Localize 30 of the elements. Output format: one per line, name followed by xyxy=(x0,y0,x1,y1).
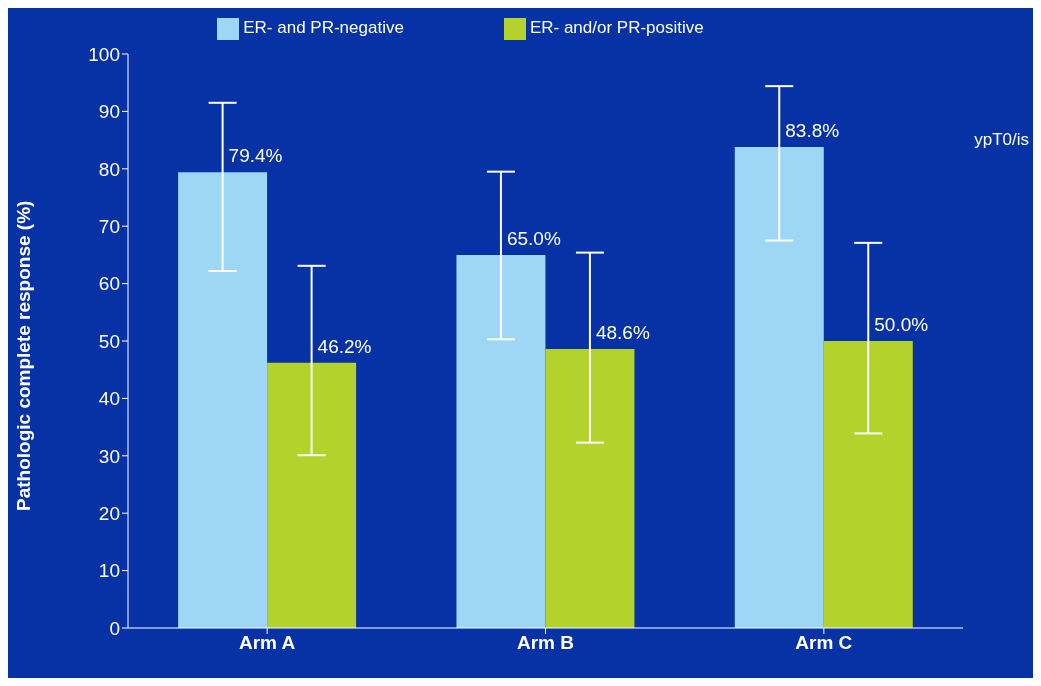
x-tick-label: Arm C xyxy=(795,632,853,654)
legend-label: ER- and/or PR-positive xyxy=(529,18,704,38)
y-tick-label: 10 xyxy=(98,560,120,582)
bar xyxy=(545,349,635,628)
data-label: 46.2% xyxy=(317,335,372,357)
y-tick-label: 100 xyxy=(88,43,120,65)
data-label: 65.0% xyxy=(506,227,561,249)
bar xyxy=(823,341,913,628)
data-label: 50.0% xyxy=(874,314,929,335)
y-axis-title: Pathologic complete response (%) xyxy=(12,200,34,511)
x-tick-label: Arm A xyxy=(239,632,296,654)
text: ypT0/is xyxy=(974,130,1029,150)
legend-label: ER- and PR-negative xyxy=(243,18,404,38)
data-label: 83.8% xyxy=(785,119,840,141)
y-tick-label: 70 xyxy=(98,215,120,237)
bar xyxy=(267,362,357,628)
bar xyxy=(178,172,268,628)
y-tick-label: 30 xyxy=(98,445,120,467)
bar xyxy=(734,146,824,628)
y-tick-label: 0 xyxy=(109,617,120,639)
y-tick-label: 50 xyxy=(98,330,120,352)
y-tick-label: 90 xyxy=(98,101,120,123)
y-tick-label: 60 xyxy=(98,273,120,295)
bar xyxy=(456,254,546,628)
y-tick-label: 20 xyxy=(98,502,120,524)
data-label: 79.4% xyxy=(228,145,283,167)
y-tick-label: 80 xyxy=(98,158,120,180)
x-tick-label: Arm B xyxy=(516,632,575,654)
y-tick-label: 40 xyxy=(98,388,120,410)
data-label: 48.6% xyxy=(595,322,650,344)
